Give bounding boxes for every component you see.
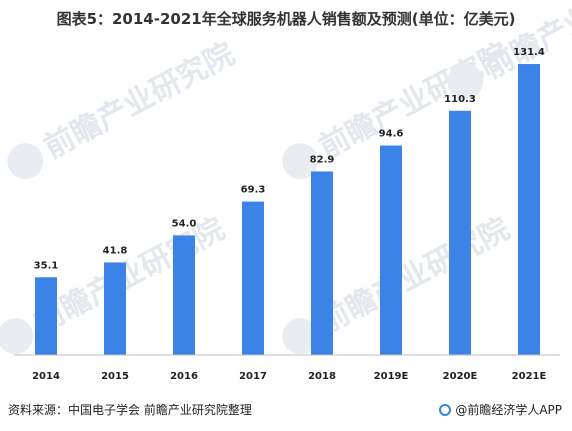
value-label: 82.9 [310,154,335,165]
bar-2016 [173,235,195,355]
bar-2018 [311,171,333,355]
source-note: 资料来源：中国电子学会 前瞻产业研究院整理 [8,403,252,417]
watermark-logo-icon [447,63,484,100]
bars-group [35,64,540,356]
chart-title: 图表5：2014-2021年全球服务机器人销售额及预测(单位：亿美元) [56,10,516,28]
value-label: 69.3 [241,185,266,196]
watermark: 前瞻产业研究院 [7,36,241,180]
value-label: 131.4 [513,47,545,58]
watermark-text: 前瞻产业研究院 [29,211,231,340]
bar-2019E [380,145,402,355]
value-label: 110.3 [444,94,476,105]
watermark-logo-icon [0,318,34,355]
value-label: 41.8 [103,245,128,256]
x-tick-label: 2018 [308,371,336,382]
brand-text: @前瞻经济学人APP [455,403,562,417]
x-tick-label: 2015 [101,371,129,382]
x-tick-label: 2016 [170,371,198,382]
x-tick-label: 2014 [32,371,60,382]
watermark: 前瞻产业研究院 [447,0,572,100]
x-tick-label: 2020E [443,371,478,382]
x-tick-labels-group: 2014 2015 2016 2017 2018 2019E 2020E 2021E [32,371,546,382]
x-tick-label: 2021E [512,371,547,382]
x-tick-label: 2019E [374,371,409,382]
value-label: 35.1 [34,260,59,271]
value-label: 54.0 [172,218,197,229]
bar-2014 [35,277,57,355]
watermark-text: 前瞻产业研究院 [314,211,516,340]
bar-2017 [242,201,264,355]
watermark-logo-icon [7,143,44,180]
bar-2020E [449,110,471,355]
x-tick-label: 2017 [239,371,267,382]
watermark-logo-icon [282,318,319,355]
watermark-text: 前瞻产业研究院 [39,36,241,165]
value-labels-group: 35.1 41.8 54.0 69.3 82.9 94.6 110.3 131.4 [34,47,545,271]
brand-credit: @前瞻经济学人APP [439,401,562,418]
value-label: 94.6 [379,129,404,140]
bar-2015 [104,262,126,355]
bar-2021E [518,64,540,356]
watermark-logo-icon [282,143,319,180]
brand-logo-icon [439,403,452,416]
